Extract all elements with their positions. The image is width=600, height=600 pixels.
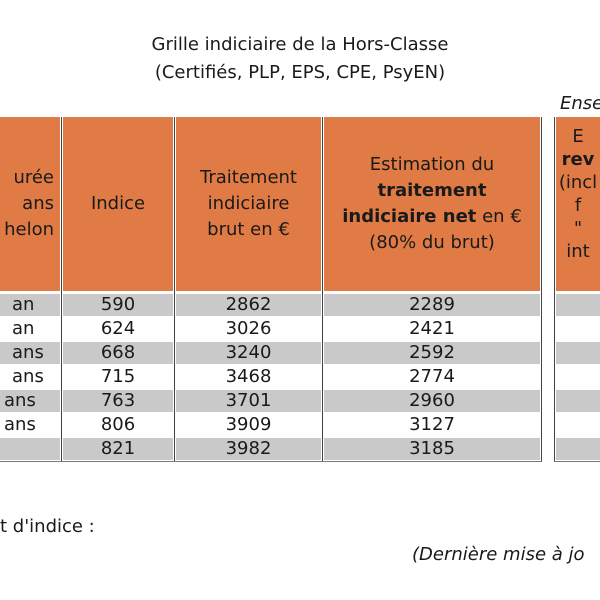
cell-brut: 3468	[225, 366, 272, 387]
table-title-line2: (Certifiés, PLP, EPS, CPE, PsyEN)	[154, 62, 446, 83]
cell-brut: 3909	[225, 414, 272, 435]
header-right: E rev (incl f " int	[556, 117, 600, 291]
header-duree-line: urée	[13, 167, 54, 188]
cell-right	[556, 438, 600, 460]
table-row: 821 3982 3185	[0, 438, 600, 460]
header-right-line: int	[566, 241, 590, 262]
header-duree: urée ans helon	[0, 117, 60, 291]
cell-brut: 3701	[176, 390, 321, 412]
cell-net: 2421	[409, 318, 455, 339]
header-net-line3-rest: en €	[476, 206, 522, 227]
header-right-line: "	[573, 218, 583, 239]
column-divider	[61, 117, 62, 461]
cell-right	[556, 342, 600, 364]
cell-brut: 3026	[225, 318, 272, 339]
table-row: an 590 2862 2289	[0, 294, 600, 316]
table-row: ans 806 3909 3127	[0, 414, 600, 436]
last-update-note: (Dernière mise à jo	[412, 544, 585, 565]
cell-indice: 715	[100, 366, 136, 387]
cell-indice: 763	[63, 390, 173, 412]
cell-net: 2289	[324, 294, 540, 316]
header-brut-line: indiciaire	[207, 193, 290, 214]
cell-indice: 590	[63, 294, 173, 316]
table-row: ans 668 3240 2592	[0, 342, 600, 364]
table-row: ans 763 3701 2960	[0, 390, 600, 412]
column-divider	[174, 117, 175, 461]
column-divider	[322, 117, 323, 461]
table-bottom-border	[0, 461, 542, 462]
cell-duree: an	[12, 318, 35, 339]
header-duree-line: helon	[4, 219, 54, 240]
cell-brut: 2862	[176, 294, 321, 316]
header-net-line3-bold: indiciaire net	[342, 206, 477, 227]
cell-net: 2592	[324, 342, 540, 364]
header-indice: Indice	[63, 117, 173, 291]
cell-duree: ans	[4, 414, 36, 435]
header-right-line: (incl	[558, 172, 598, 193]
table-bottom-border	[554, 461, 600, 462]
header-brut-line: Traitement	[200, 167, 297, 188]
cell-right	[556, 294, 600, 316]
cell-duree: ans	[12, 366, 44, 387]
column-divider	[554, 117, 555, 461]
header-net-line4: (80% du brut)	[369, 232, 495, 253]
header-brut: Traitement indiciaire brut en €	[176, 117, 321, 291]
cell-indice: 668	[63, 342, 173, 364]
header-indice-label: Indice	[90, 193, 146, 214]
cell-net: 3185	[324, 438, 540, 460]
cell-net: 2774	[409, 366, 455, 387]
header-net-line2: traitement	[377, 180, 487, 201]
cell-net: 3127	[409, 414, 455, 435]
cell-indice: 821	[63, 438, 173, 460]
table-title-line1: Grille indiciaire de la Hors-Classe	[151, 34, 449, 55]
cell-duree	[0, 438, 60, 460]
header-net-line1: Estimation du	[369, 154, 495, 175]
cell-duree: an	[0, 294, 60, 316]
right-header-label: Ense	[560, 93, 600, 114]
table-row: ans 715 3468 2774	[0, 366, 600, 388]
header-right-line: f	[574, 195, 582, 216]
cell-brut: 3982	[176, 438, 321, 460]
header-right-line: rev	[561, 149, 595, 170]
cell-brut: 3240	[176, 342, 321, 364]
cell-indice: 624	[100, 318, 136, 339]
header-duree-line: ans	[22, 193, 54, 214]
table-row: an 624 3026 2421	[0, 318, 600, 340]
header-net: Estimation du traitement indiciaire net …	[324, 117, 540, 291]
column-divider	[541, 117, 542, 461]
header-right-line: E	[572, 126, 584, 147]
footer-note: t d'indice :	[0, 516, 95, 537]
header-brut-line: brut en €	[207, 219, 290, 240]
cell-net: 2960	[324, 390, 540, 412]
cell-right	[556, 390, 600, 412]
cell-duree: ans	[0, 342, 60, 364]
cell-indice: 806	[100, 414, 136, 435]
cell-duree: ans	[0, 390, 60, 412]
